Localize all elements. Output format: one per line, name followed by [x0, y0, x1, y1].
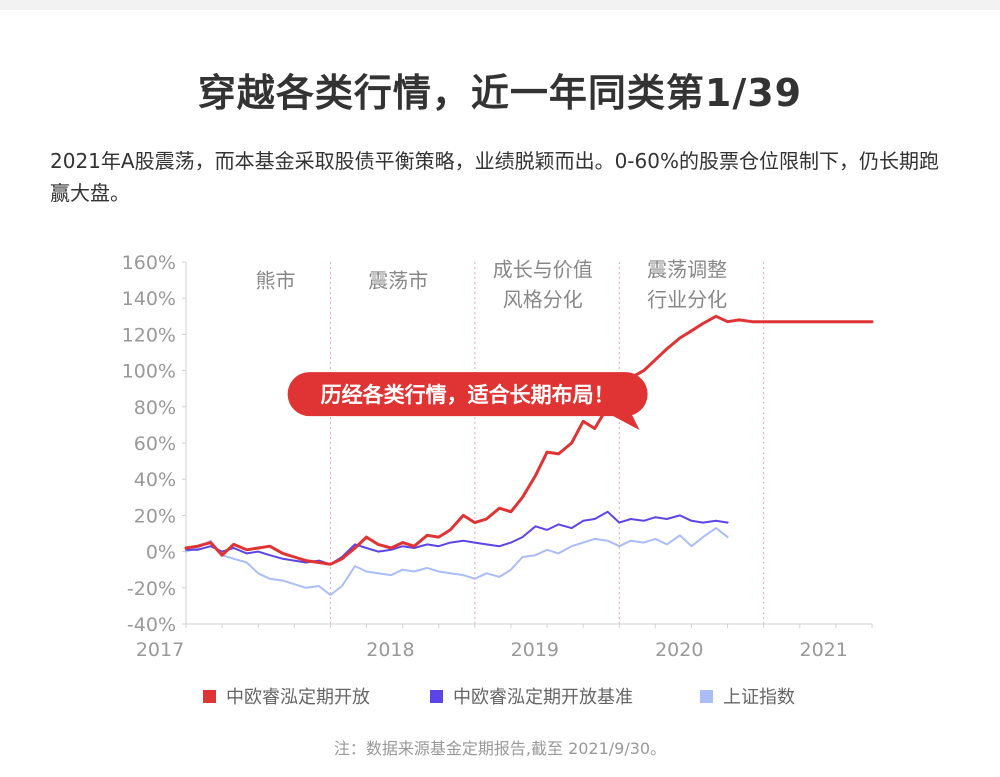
y-tick-label: 140% [122, 288, 176, 310]
x-tick-label: 2017 [136, 639, 184, 661]
phase-label-2: 风格分化 [503, 287, 583, 311]
top-bar [0, 0, 1000, 10]
performance-line-chart: 160% 140% 120% 100% 80% 60% 40% 20% 0% -20% -40% 20… [122, 252, 874, 661]
legend-swatch-fund [203, 689, 216, 703]
page-description: 2021年A股震荡，而本基金采取股债平衡策略，业绩脱颖而出。0-60%的股票仓位… [50, 149, 939, 205]
legend-label-index: 上证指数 [723, 687, 795, 708]
y-tick-label: 80% [134, 397, 176, 419]
y-tick-label: 20% [134, 505, 176, 527]
phase-label-3: 震荡调整 [647, 257, 727, 281]
legend-label-fund: 中欧睿泓定期开放 [226, 687, 370, 708]
x-tick-label: 2018 [366, 639, 414, 661]
series-line-1 [185, 510, 729, 566]
x-tick-label: 2020 [655, 639, 703, 661]
phase-label-0: 熊市 [256, 268, 296, 292]
chart-axes: 160% 140% 120% 100% 80% 60% 40% 20% 0% -20% -40% 20… [122, 252, 873, 661]
callout-pointer [609, 414, 640, 431]
chart-series [184, 314, 874, 596]
series-line-0 [184, 314, 874, 566]
chart-callout: 历经各类行情，适合长期布局！ [287, 372, 648, 431]
y-tick-label: -20% [127, 578, 176, 600]
legend-label-benchmark: 中欧睿泓定期开放基准 [453, 687, 633, 708]
series-line-2 [185, 527, 729, 596]
chart-dividers [329, 262, 765, 624]
chart-legend: 中欧睿泓定期开放 中欧睿泓定期开放基准 上证指数 [0, 684, 1000, 708]
y-tick-label: 0% [146, 542, 176, 564]
y-tick-label: 120% [122, 324, 176, 346]
callout-bubble [287, 372, 648, 417]
callout-text: 历经各类行情，适合长期布局！ [321, 383, 615, 407]
y-tick-label: -40% [127, 614, 176, 636]
footnote: 注：数据来源基金定期报告,截至 2021/9/30。 [333, 739, 667, 758]
y-tick-label: 160% [122, 252, 176, 274]
x-tick-label: 2021 [800, 639, 848, 661]
phase-label-2: 成长与价值 [493, 257, 593, 281]
legend-swatch-index [700, 689, 713, 703]
y-tick-label: 100% [122, 361, 176, 383]
legend-item-fund: 中欧睿泓定期开放 [203, 684, 370, 708]
phase-label-3: 行业分化 [647, 287, 727, 311]
phase-label-1: 震荡市 [368, 268, 428, 292]
y-tick-label: 40% [134, 469, 176, 491]
legend-item-index: 上证指数 [700, 684, 795, 708]
page-title: 穿越各类行情，近一年同类第1/39 [197, 71, 803, 115]
legend-swatch-benchmark [430, 689, 443, 703]
x-tick-label: 2019 [511, 639, 559, 661]
y-tick-label: 60% [134, 433, 176, 455]
legend-item-benchmark: 中欧睿泓定期开放基准 [430, 684, 633, 708]
